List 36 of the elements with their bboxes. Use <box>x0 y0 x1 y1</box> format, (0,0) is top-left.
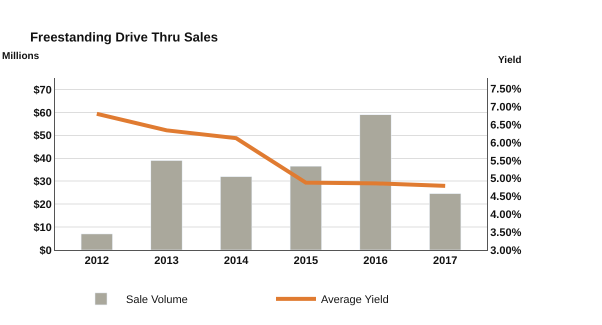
y-tick-label: $60 <box>33 107 52 120</box>
y-tick-label: $20 <box>33 198 52 211</box>
bar <box>429 193 462 250</box>
x-tick-label: 2017 <box>432 255 458 268</box>
x-tick-label: 2014 <box>224 255 250 268</box>
bar <box>290 166 322 250</box>
y2-tick-label: 6.00% <box>490 137 522 150</box>
y-tick-label: $0 <box>40 244 52 257</box>
bar <box>220 176 252 250</box>
y2-tick-label: 7.50% <box>490 84 522 96</box>
y2-axis-title: Yield <box>498 55 522 66</box>
bar <box>360 114 392 250</box>
y2-tick-label: 4.00% <box>490 209 522 222</box>
legend-label: Sale Volume <box>126 294 188 306</box>
y2-tick-label: 6.50% <box>490 119 522 132</box>
y2-tick-label: 3.50% <box>490 226 522 239</box>
x-tick-label: 2016 <box>363 255 388 268</box>
y2-tick-label: 3.00% <box>490 244 522 257</box>
y-tick-label: $70 <box>33 84 52 96</box>
x-tick-label: 2012 <box>84 255 110 268</box>
y2-tick-label: 4.50% <box>490 191 522 204</box>
chart-title: Freestanding Drive Thru Sales <box>30 30 218 45</box>
y2-tick-label: 5.00% <box>490 173 522 186</box>
bar <box>80 234 113 250</box>
y-tick-label: $50 <box>33 130 52 142</box>
x-tick-label: 2013 <box>154 255 179 268</box>
y-tick-label: $10 <box>33 222 52 234</box>
x-tick-label: 2015 <box>294 255 318 268</box>
legend-label: Average Yield <box>321 294 389 306</box>
line-series <box>94 112 448 188</box>
y-tick-label: $30 <box>33 176 52 188</box>
y-axis-title: Millions <box>2 51 40 62</box>
y2-tick-label: 7.00% <box>490 102 522 114</box>
y-tick-label: $40 <box>33 153 52 166</box>
bar <box>150 160 182 250</box>
y2-tick-label: 5.50% <box>490 155 522 168</box>
